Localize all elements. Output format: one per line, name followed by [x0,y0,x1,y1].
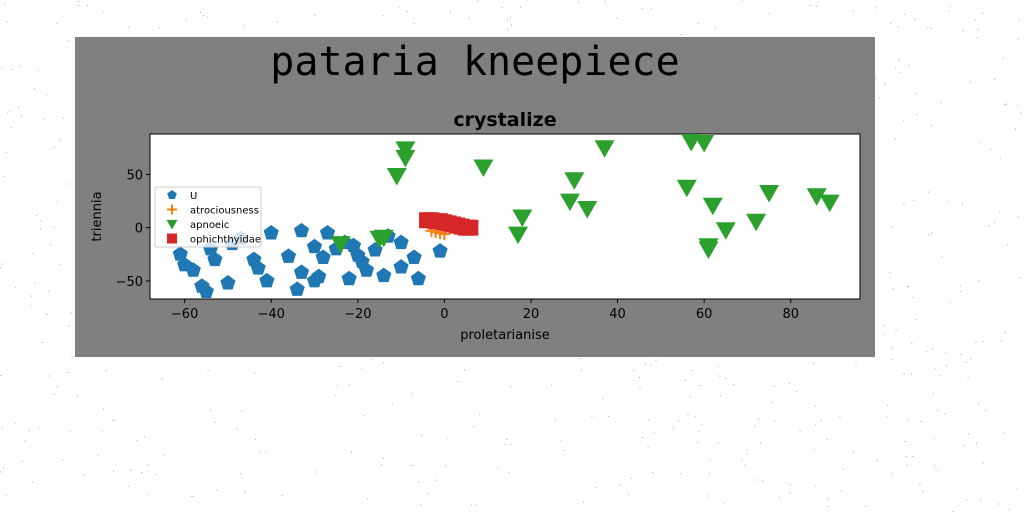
data-point-U [432,243,448,258]
data-point-apnoeic [508,226,528,245]
data-point-apnoeic [698,241,719,259]
data-point-U [311,268,327,284]
figure-suptitle: pataria kneepiece [270,39,680,85]
series-ophichthyidae [419,212,479,236]
x-tick-label: −20 [344,307,371,322]
data-point-apnoeic [746,213,767,232]
legend-marker-atrociousness [167,204,177,215]
data-point-U [306,238,323,254]
data-point-apnoeic [594,140,615,158]
axes-area [149,133,861,300]
data-point-U [410,270,426,286]
x-tick-label: 60 [696,307,713,322]
data-point-U [293,264,310,279]
data-point-apnoeic [676,179,697,198]
legend-label: apnoeic [190,220,229,231]
x-axis-label: proletarianise [460,328,549,343]
data-point-apnoeic [512,209,533,227]
data-point-apnoeic [577,201,598,219]
data-point-U [280,248,297,263]
legend-label: ophichthyidae [190,235,261,246]
legend-label: atrociousness [190,206,259,217]
data-point-U [207,251,223,267]
axes-title: crystalize [453,109,556,131]
data-point-apnoeic [564,172,585,190]
data-point-apnoeic [806,188,827,206]
legend-label: U [190,191,197,202]
data-point-U [263,225,279,240]
data-point-U [172,246,188,261]
data-point-U [185,262,201,277]
data-point-U [259,272,275,288]
series-apnoeic [330,134,840,259]
data-point-U [293,222,310,238]
data-point-U [220,275,236,290]
data-point-U [198,283,214,298]
y-tick-label: −50 [116,275,143,290]
data-point-apnoeic [395,149,416,168]
x-tick-label: 80 [782,307,799,322]
data-point-U [393,259,409,274]
x-axis-ticks: −60 −40 −20 0 20 40 60 80 [171,299,799,322]
data-point-apnoeic [330,236,351,254]
legend-marker-U [167,190,177,199]
data-point-apnoeic [715,222,736,240]
x-tick-label: −60 [171,307,198,322]
legend-marker-apnoeic [166,219,178,230]
y-axis-ticks: −50 0 50 [116,168,150,290]
data-point-apnoeic [473,159,494,177]
data-point-apnoeic [386,168,407,186]
y-tick-label: 50 [126,168,143,183]
data-point-apnoeic [559,193,580,212]
data-point-apnoeic [819,194,840,213]
data-point-apnoeic [373,229,394,248]
data-point-U [358,262,375,277]
data-marks [172,134,840,298]
data-point-U [406,249,422,264]
data-point-U [319,225,336,240]
data-point-ophichthyidae [462,219,479,236]
data-point-U [250,260,266,275]
data-point-U [393,234,409,250]
data-point-U [289,281,305,296]
data-point-U [341,270,357,286]
data-point-U [376,267,392,283]
legend-marker-ophichthyidae [167,233,177,244]
x-tick-label: −40 [258,307,285,322]
legend-box [154,186,262,248]
x-tick-label: 20 [523,307,540,322]
data-point-apnoeic [702,197,723,216]
y-tick-label: 0 [135,222,143,237]
x-tick-label: 0 [440,307,448,322]
x-tick-label: 40 [609,307,626,322]
scatter-plot: crystalize −60 −40 −20 0 20 40 60 80 −50 0 50 pro… [90,109,861,343]
y-axis-label: triennia [90,191,105,241]
data-point-apnoeic [694,135,715,153]
figure: pataria kneepiece crystalize −60 −40 −20 0 2… [75,37,875,357]
data-point-apnoeic [759,185,780,203]
data-point-U [315,249,331,264]
